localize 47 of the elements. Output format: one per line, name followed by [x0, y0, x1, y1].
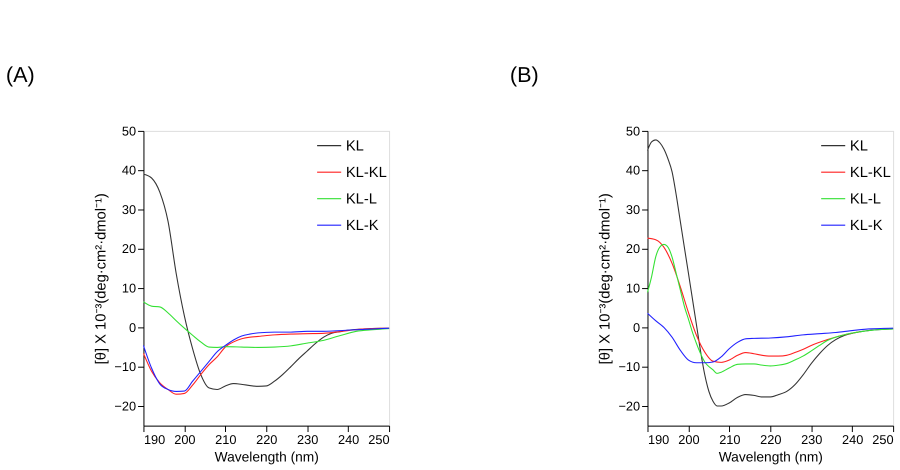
legend-label: KL: [346, 138, 364, 155]
y-tick-label: 30: [626, 202, 640, 217]
y-tick-label: −20: [618, 398, 640, 414]
line-series: [646, 244, 894, 374]
line-series: [142, 301, 390, 348]
y-tick-label: −20: [114, 398, 136, 414]
y-tick-label: 40: [122, 162, 136, 178]
x-axis-title: Wavelength (nm): [214, 450, 319, 465]
legend-label: KL: [850, 138, 868, 155]
x-tick-label: 250: [872, 432, 894, 447]
x-tick-label: 240: [842, 432, 864, 447]
x-tick-label: 210: [719, 432, 741, 447]
legend-label: KL-L: [346, 192, 377, 208]
x-tick-label: 220: [256, 432, 278, 447]
line-series: [646, 312, 894, 364]
y-tick-label: 20: [122, 241, 136, 256]
y-axis-title: [θ] X 10⁻³(deg·cm²·dmol⁻¹): [94, 193, 110, 364]
y-tick-label: 10: [122, 280, 136, 296]
y-tick-label: 50: [122, 123, 136, 138]
legend-label: KL-L: [850, 192, 881, 208]
y-tick-label: −10: [114, 359, 136, 374]
legend-label: KL-KL: [346, 165, 387, 182]
x-tick-label: 240: [338, 432, 360, 447]
chart-title: (B): [510, 62, 539, 87]
x-tick-label: 230: [801, 432, 822, 447]
x-tick-label: 210: [215, 432, 236, 447]
x-tick-label: 190: [648, 432, 670, 447]
y-tick-label: 10: [626, 280, 640, 296]
chart-title: (A): [6, 62, 35, 87]
x-tick-label: 190: [144, 432, 166, 447]
x-tick-label: 250: [368, 432, 390, 447]
y-tick-label: 0: [128, 320, 136, 335]
y-tick-label: 20: [626, 241, 640, 256]
x-axis-title: Wavelength (nm): [718, 450, 823, 465]
y-tick-label: 50: [626, 123, 640, 138]
x-tick-label: 220: [760, 432, 782, 447]
x-tick-label: 200: [174, 432, 196, 447]
legend-label: KL-K: [850, 218, 883, 234]
x-tick-label: 200: [678, 432, 700, 447]
legend-label: KL-K: [346, 218, 379, 234]
legend-label: KL-KL: [850, 165, 891, 182]
y-tick-label: 0: [633, 320, 640, 335]
x-tick-label: 230: [297, 432, 318, 447]
y-axis-title: [θ] X 10⁻³(deg·cm²·dmol⁻¹): [598, 193, 614, 364]
y-tick-label: 30: [122, 202, 136, 217]
y-tick-label: 40: [626, 162, 640, 178]
y-tick-label: −10: [618, 359, 640, 374]
